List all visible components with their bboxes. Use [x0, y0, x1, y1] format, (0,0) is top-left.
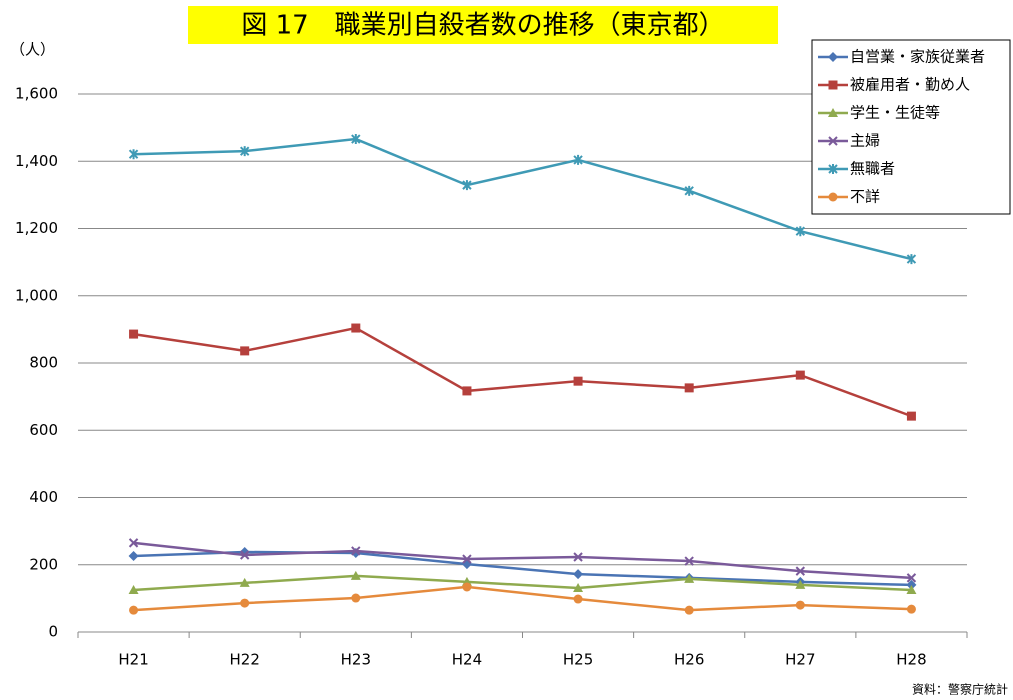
- data-point: [240, 598, 250, 608]
- series-line: [133, 550, 912, 587]
- legend-label: 被雇用者・勤め人: [850, 76, 970, 94]
- data-point: [906, 254, 917, 265]
- data-point: [128, 551, 139, 562]
- data-point: [573, 154, 583, 165]
- data-point: [351, 323, 361, 333]
- legend-marker: [828, 108, 838, 117]
- series-line: [133, 574, 912, 592]
- data-point: [128, 538, 139, 548]
- legend-marker: [828, 52, 838, 62]
- y-tick-label: 800: [29, 354, 58, 372]
- legend-label: 無職者: [850, 160, 895, 178]
- data-point: [573, 552, 583, 562]
- data-point: [684, 383, 694, 393]
- source-note: 資料：警察庁統計: [912, 682, 1008, 697]
- x-tick-label: H28: [896, 651, 926, 669]
- x-tick-label: H21: [118, 651, 148, 669]
- data-point: [795, 566, 806, 576]
- legend-label: 自営業・家族従業者: [850, 48, 985, 66]
- y-tick-label: 400: [29, 488, 58, 506]
- data-point: [462, 386, 472, 396]
- x-tick-label: H24: [452, 651, 482, 669]
- chart-title: 図 17 職業別自殺者数の推移（東京都）: [241, 11, 724, 41]
- data-point: [461, 559, 472, 570]
- legend-label: 主婦: [850, 132, 880, 150]
- y-tick-label: 0: [48, 623, 58, 641]
- x-tick-label: H27: [785, 651, 815, 669]
- y-tick-label: 1,000: [15, 286, 58, 304]
- data-point: [573, 376, 583, 386]
- y-tick-label: 200: [29, 555, 58, 573]
- data-point: [684, 605, 694, 615]
- title-background: [188, 6, 778, 44]
- data-point: [128, 584, 139, 594]
- x-tick-label: H22: [230, 651, 260, 669]
- legend-marker: [828, 80, 838, 90]
- series-line: [133, 137, 912, 261]
- data-point: [240, 346, 250, 356]
- y-tick-label: 1,200: [15, 219, 58, 237]
- data-point: [906, 573, 917, 583]
- x-tick-label: H23: [341, 651, 371, 669]
- legend-marker: [828, 136, 838, 146]
- legend-box: [811, 39, 1011, 215]
- data-point: [239, 550, 250, 560]
- data-point: [573, 569, 584, 580]
- data-point: [906, 584, 917, 594]
- data-point: [906, 579, 917, 590]
- data-point: [350, 547, 361, 558]
- data-point: [462, 554, 472, 564]
- y-axis-label: （人）: [10, 41, 55, 59]
- data-point: [795, 226, 806, 237]
- y-tick-label: 1,400: [15, 152, 58, 170]
- data-point: [129, 329, 139, 339]
- legend-marker: [828, 164, 838, 174]
- data-point: [462, 180, 472, 191]
- y-tick-label: 1,600: [15, 85, 58, 103]
- data-point: [795, 600, 805, 610]
- legend-label: 学生・生徒等: [850, 104, 940, 122]
- data-point: [350, 570, 361, 580]
- data-point: [906, 411, 916, 421]
- data-point: [239, 577, 250, 587]
- legend-marker: [828, 192, 838, 202]
- data-point: [128, 149, 139, 160]
- series-line: [133, 541, 912, 580]
- data-point: [795, 579, 806, 589]
- x-tick-label: H26: [674, 651, 704, 669]
- x-tick-label: H25: [563, 651, 593, 669]
- data-point: [684, 556, 694, 566]
- data-point: [239, 146, 250, 157]
- data-point: [684, 185, 694, 196]
- data-point: [351, 546, 361, 556]
- series-line: [133, 326, 912, 418]
- data-point: [129, 605, 139, 615]
- data-point: [351, 593, 361, 603]
- data-point: [351, 134, 361, 145]
- data-point: [573, 582, 584, 592]
- data-point: [684, 573, 695, 583]
- data-point: [573, 594, 583, 604]
- data-point: [906, 604, 916, 614]
- legend-label: 不詳: [850, 188, 880, 206]
- data-point: [795, 370, 805, 380]
- series-line: [133, 585, 912, 612]
- data-point: [462, 582, 472, 592]
- y-tick-label: 600: [29, 421, 58, 439]
